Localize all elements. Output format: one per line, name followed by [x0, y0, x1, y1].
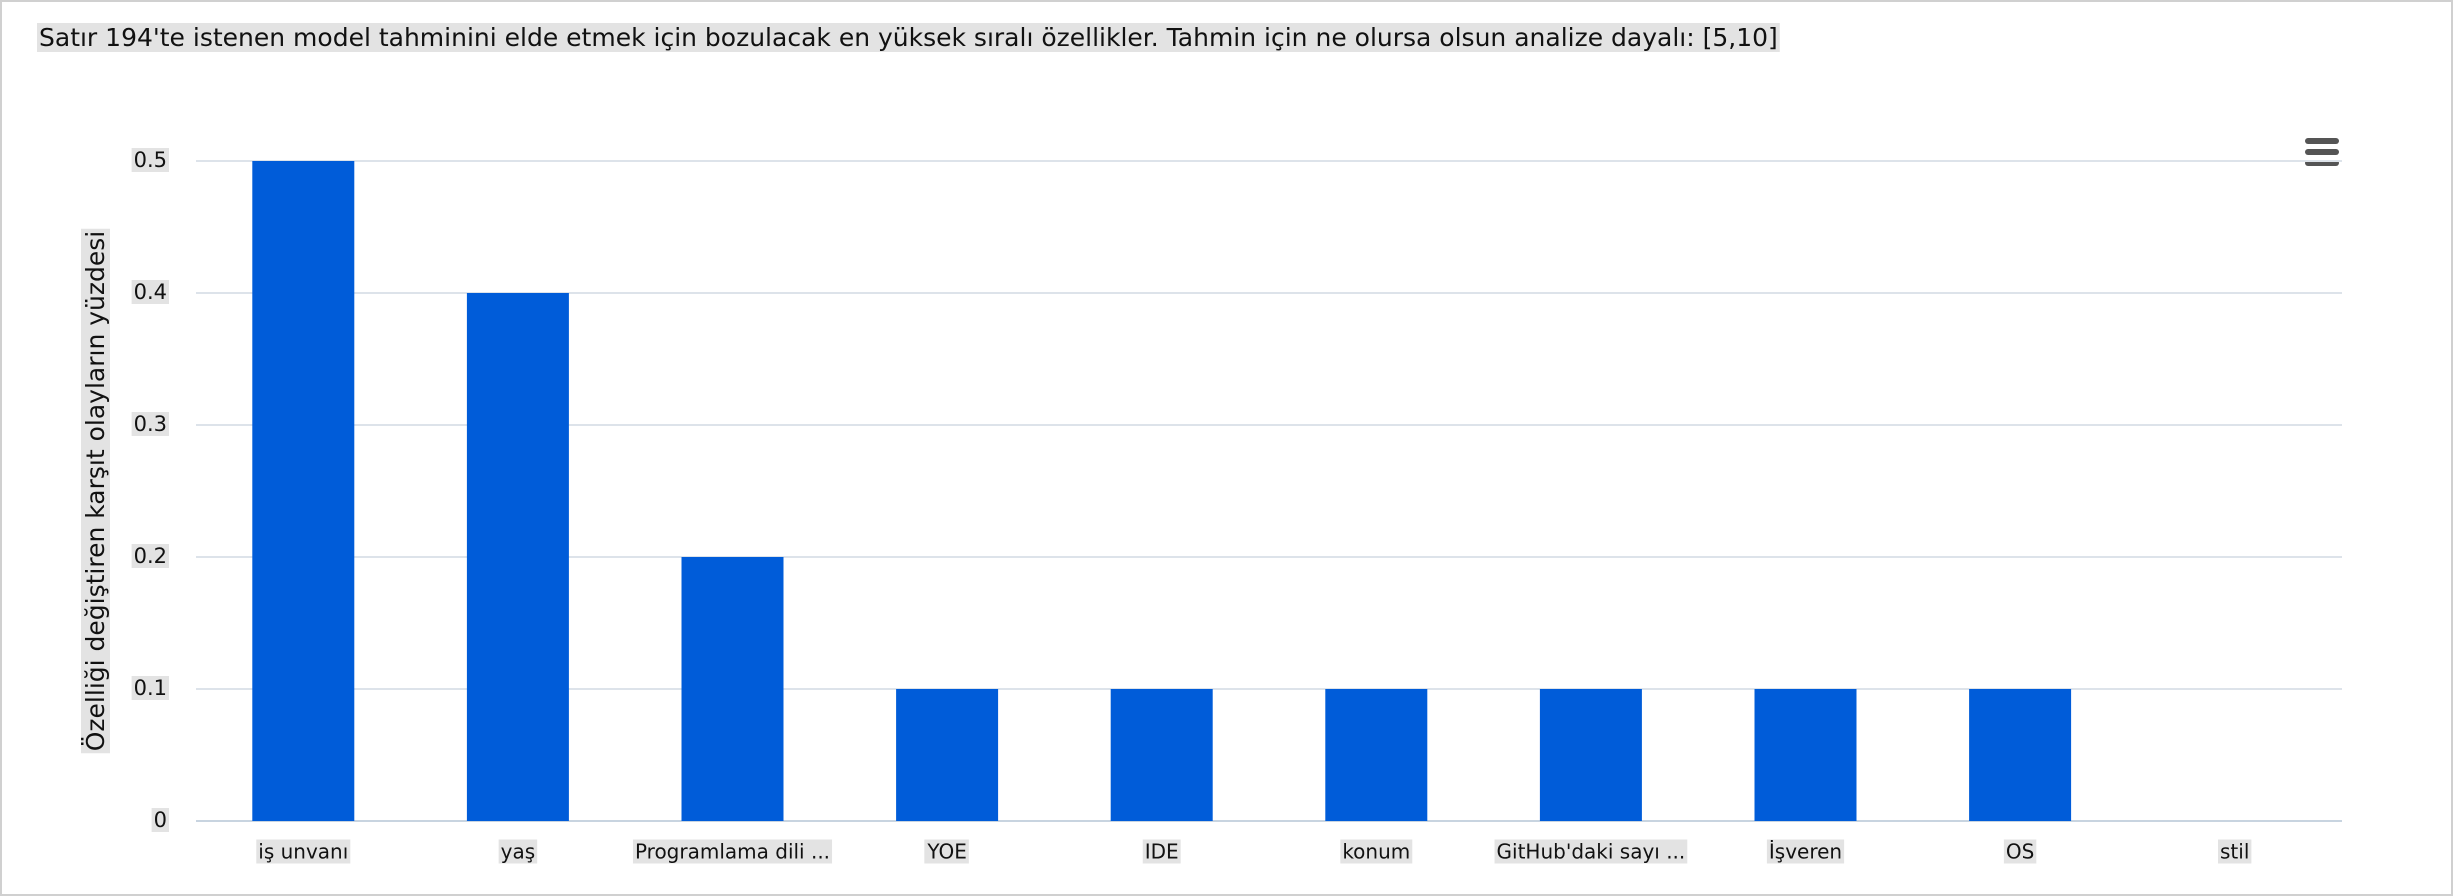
- bar: [466, 293, 569, 821]
- x-tick-label: konum: [1342, 840, 1410, 864]
- x-tick-label: yaş: [501, 840, 536, 864]
- label-highlight: [81, 228, 110, 754]
- bar: [1325, 689, 1428, 821]
- label-highlight: [1494, 839, 1688, 864]
- label-highlight: [924, 839, 969, 864]
- x-tick-label: GitHub'daki sayı ...: [1497, 840, 1686, 864]
- x-tick-label: Programlama dili ...: [635, 840, 830, 864]
- y-tick-label: 0.5: [134, 148, 167, 172]
- label-highlight: [256, 839, 351, 864]
- y-tick-label: 0.2: [134, 544, 167, 568]
- menu-bar[interactable]: [2305, 138, 2339, 144]
- y-tick-label: 0.4: [134, 280, 167, 304]
- label-highlight: [151, 808, 169, 832]
- bar: [681, 557, 784, 821]
- menu-bar[interactable]: [2305, 149, 2339, 155]
- label-highlight: [1766, 839, 1845, 864]
- label-highlight: [131, 676, 169, 700]
- x-tick-label: IDE: [1145, 840, 1179, 864]
- bar: [1539, 689, 1642, 821]
- label-highlight: [2003, 839, 2037, 864]
- bar: [1754, 689, 1857, 821]
- bar: [1969, 689, 2072, 821]
- bar: [896, 689, 999, 821]
- x-tick-label: iş unvanı: [258, 840, 348, 864]
- x-tick-label: İşveren: [1769, 840, 1842, 864]
- label-highlight: [37, 23, 1780, 52]
- label-highlight: [2218, 839, 2252, 864]
- bar: [1110, 689, 1213, 821]
- label-highlight: [131, 280, 169, 304]
- bar: [252, 161, 355, 821]
- x-tick-label: YOE: [926, 840, 967, 864]
- label-highlight: [1142, 839, 1181, 864]
- label-highlight: [1340, 839, 1413, 864]
- label-highlight: [632, 839, 833, 864]
- y-tick-label: 0: [154, 808, 167, 832]
- label-highlight: [131, 544, 169, 568]
- label-highlight: [131, 412, 169, 436]
- y-tick-label: 0.1: [134, 676, 167, 700]
- x-tick-label: stil: [2220, 840, 2249, 864]
- y-tick-label: 0.3: [134, 412, 167, 436]
- label-highlight: [498, 839, 538, 864]
- chart-title: Satır 194'te istenen model tahminini eld…: [39, 23, 1778, 52]
- x-tick-label: OS: [2006, 840, 2034, 864]
- y-axis-title: Özelliği değiştiren karşıt olayların yüz…: [81, 231, 110, 752]
- label-highlight: [131, 148, 169, 172]
